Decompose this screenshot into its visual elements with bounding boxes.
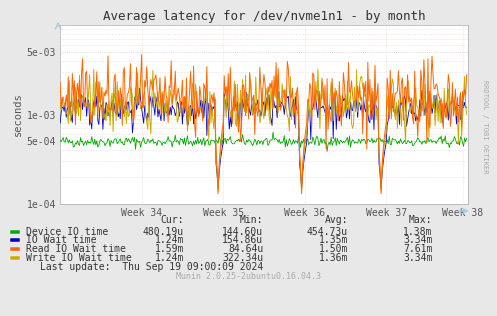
Text: 154.86u: 154.86u	[222, 235, 263, 245]
Text: 454.73u: 454.73u	[307, 227, 348, 237]
Text: 1.36m: 1.36m	[319, 252, 348, 263]
Text: 1.24m: 1.24m	[155, 235, 184, 245]
Text: Device IO time: Device IO time	[26, 227, 108, 237]
Text: IO Wait time: IO Wait time	[26, 235, 96, 245]
Text: 3.34m: 3.34m	[403, 252, 432, 263]
Text: Cur:: Cur:	[161, 215, 184, 225]
Text: Write IO Wait time: Write IO Wait time	[26, 252, 131, 263]
Text: 322.34u: 322.34u	[222, 252, 263, 263]
Text: Min:: Min:	[240, 215, 263, 225]
Text: 1.24m: 1.24m	[155, 252, 184, 263]
Text: Avg:: Avg:	[325, 215, 348, 225]
Text: Munin 2.0.25-2ubuntu0.16.04.3: Munin 2.0.25-2ubuntu0.16.04.3	[176, 272, 321, 281]
Text: Read IO Wait time: Read IO Wait time	[26, 244, 125, 254]
Text: 3.34m: 3.34m	[403, 235, 432, 245]
Text: Last update:  Thu Sep 19 09:00:09 2024: Last update: Thu Sep 19 09:00:09 2024	[40, 262, 263, 272]
Text: RRDTOOL / TOBI OETIKER: RRDTOOL / TOBI OETIKER	[482, 80, 488, 173]
Text: 1.50m: 1.50m	[319, 244, 348, 254]
Text: 84.64u: 84.64u	[228, 244, 263, 254]
Text: 144.60u: 144.60u	[222, 227, 263, 237]
Text: 7.61m: 7.61m	[403, 244, 432, 254]
Text: 1.35m: 1.35m	[319, 235, 348, 245]
Text: 480.19u: 480.19u	[143, 227, 184, 237]
Y-axis label: seconds: seconds	[12, 93, 22, 137]
Title: Average latency for /dev/nvme1n1 - by month: Average latency for /dev/nvme1n1 - by mo…	[103, 10, 425, 23]
Text: Max:: Max:	[409, 215, 432, 225]
Text: 1.38m: 1.38m	[403, 227, 432, 237]
Text: 1.59m: 1.59m	[155, 244, 184, 254]
